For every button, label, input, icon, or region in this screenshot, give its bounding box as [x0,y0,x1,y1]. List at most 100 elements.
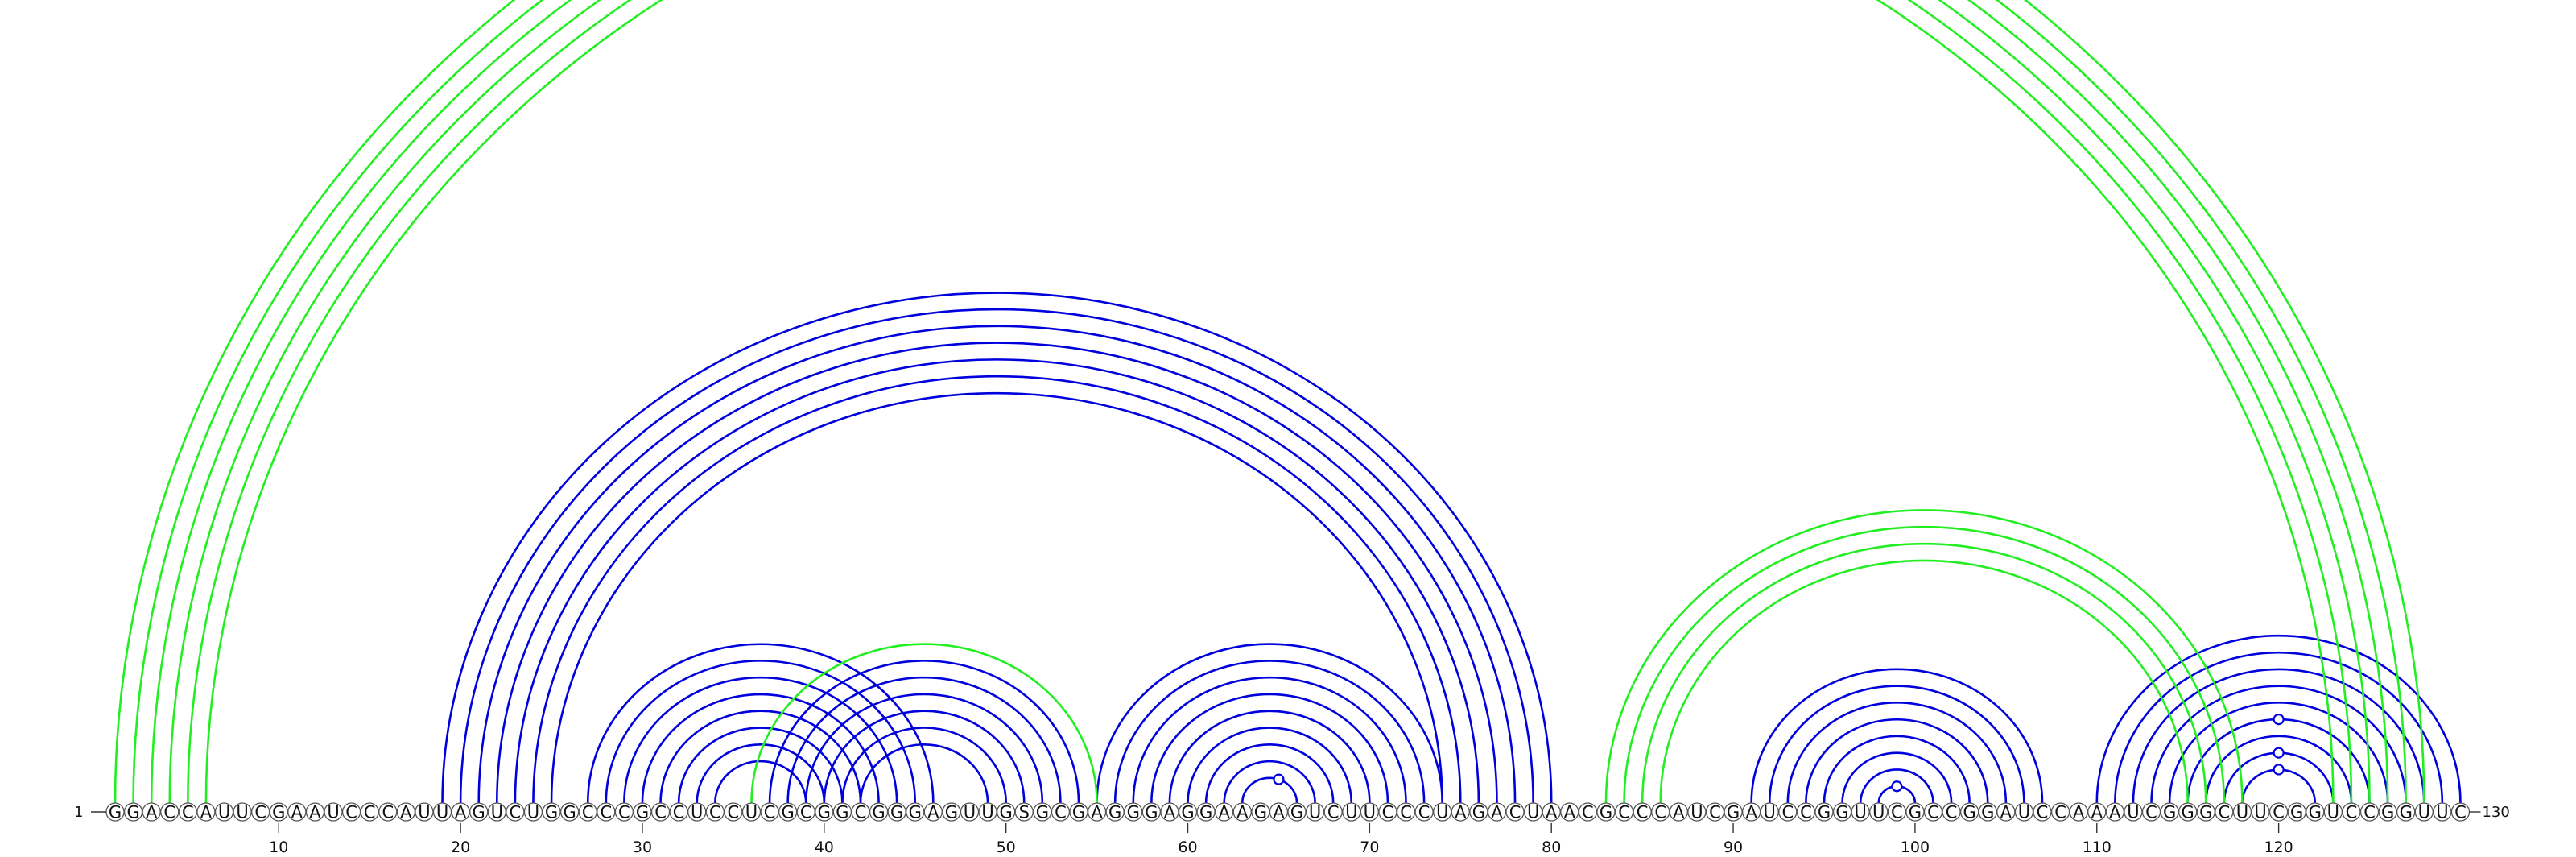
nucleotide-letter: C [855,803,867,822]
nucleotide-letter: C [1927,803,1939,822]
base-pair-arc [641,693,880,804]
nucleotide-letter: G [1909,803,1922,822]
base-pair-arc [514,358,1480,804]
tick-label: 90 [1724,838,1743,856]
nucleotide-letter: G [890,803,903,822]
nucleotide-letter: U [745,803,758,822]
base-pair-arc [1786,702,2008,804]
arc-marker [1273,773,1285,785]
base-pair-arc [677,727,844,804]
base-pair-arc [1168,710,1371,804]
nucleotide-letter: A [200,803,213,822]
nucleotide-letter: G [909,803,922,822]
nucleotide-letter: A [400,803,412,822]
nucleotide-letter: U [1345,803,1357,822]
nucleotide-letter: A [1164,803,1176,822]
nucleotide-letter: G [818,803,831,822]
nucleotide-letter: C [1382,803,1394,822]
nucleotide-letter: G [1199,803,1212,822]
base-pair-arc [1241,776,1298,804]
nucleotide-letter: C [764,803,776,822]
base-pair-arc [532,375,1462,804]
nucleotide-letter: C [1582,803,1594,822]
base-pair-arc [1841,751,1953,804]
nucleotide-letter: C [2219,803,2231,822]
base-pair-arc [1113,660,1426,804]
base-pair-arc [1823,735,1971,804]
base-pair-arc [714,760,807,804]
base-pair-arc [696,743,826,804]
base-pair-arc [495,342,1498,804]
base-pair-arc [659,710,862,804]
nucleotide-letter: A [2091,803,2103,822]
base-pair-arc [1150,693,1389,804]
base-pair-arc [1859,768,1934,804]
nucleotide-letter: G [1254,803,1267,822]
nucleotide-letter: G [545,803,558,822]
nucleotide-letter: G [2290,803,2303,822]
nucleotide-letter: C [1800,803,1812,822]
nucleotide-letter: C [582,803,594,822]
tick-label: 10 [269,838,288,856]
nucleotide-letter: G [1727,803,1740,822]
nucleotide-letter: C [364,803,376,822]
nucleotide-letter: U [327,803,339,822]
nucleotide-letter: U [1364,803,1376,822]
base-pair-arc [1750,668,2044,804]
nucleotide-letter: A [2000,803,2013,822]
tick-label: 60 [1178,838,1197,856]
nucleotide-letter: G [1290,803,1303,822]
tick-label: 20 [451,838,470,856]
base-pair-arc [804,693,1044,804]
pseudoknot-arc [187,0,2353,804]
nucleotide-letter: U [1527,803,1539,822]
nucleotide-letter: G [272,803,285,822]
pseudoknot-arc [115,0,2424,803]
nucleotide-letter: G [1981,803,1994,822]
nucleotide-letter: G [2400,803,2413,822]
arc-marker [2273,747,2285,759]
arcs-layer [115,0,2462,804]
pseudoknot-arc [204,0,2334,804]
nucleotide-letter: A [1273,803,1285,822]
base-pair-arc [859,743,989,804]
nucleotide-letter: A [1091,803,1103,822]
base-pair-arc [1805,718,1989,804]
nucleotide-letter: G [1127,803,1140,822]
nucleotide-letter: G [1472,803,1485,822]
nucleotide-letter: A [927,803,939,822]
nucleotide-letter: C [600,803,612,822]
base-pair-arc [2150,685,2408,804]
base-pair-arc [1768,685,2025,804]
nucleotide-letter: C [2363,803,2376,822]
base-pair-arc [823,710,1026,804]
nucleotide-letter: U [1690,803,1703,822]
nucleotide-letter: C [1418,803,1430,822]
tick-label: 70 [1360,838,1379,856]
base-pair-arc [841,727,1007,804]
tick-label: 80 [1542,838,1561,856]
nucleotide-letter: A [1218,803,1230,822]
pseudoknot-arc [1661,561,2188,803]
nucleotide-letter: U [2418,803,2430,822]
nucleotide-letter: G [473,803,485,822]
nucleotide-letter: A [146,803,158,822]
nucleotide-letter: A [1546,803,1558,822]
nucleotide-letter: C [1637,803,1649,822]
nucleotide-letter: C [2346,803,2358,822]
nucleotide-letter: C [1781,803,1794,822]
nucleotide-letter: U [1436,803,1448,822]
nucleotide-letter: C [254,803,266,822]
base-pair-arc [1187,727,1353,804]
base-pair-arc [477,325,1517,804]
nucleotide-letter: U [2236,803,2248,822]
tick-label: 40 [815,838,834,856]
nucleotide-letter: C [1891,803,1903,822]
nucleotide-letter: G [2381,803,2394,822]
nucleotide-letter: G [945,803,958,822]
nucleotide-letter: U [2127,803,2139,822]
pseudoknot-arc [750,643,1098,804]
nucleotide-letter: G [872,803,885,822]
base-pair-arc [2095,634,2462,804]
nucleotide-letter: C [673,803,685,822]
